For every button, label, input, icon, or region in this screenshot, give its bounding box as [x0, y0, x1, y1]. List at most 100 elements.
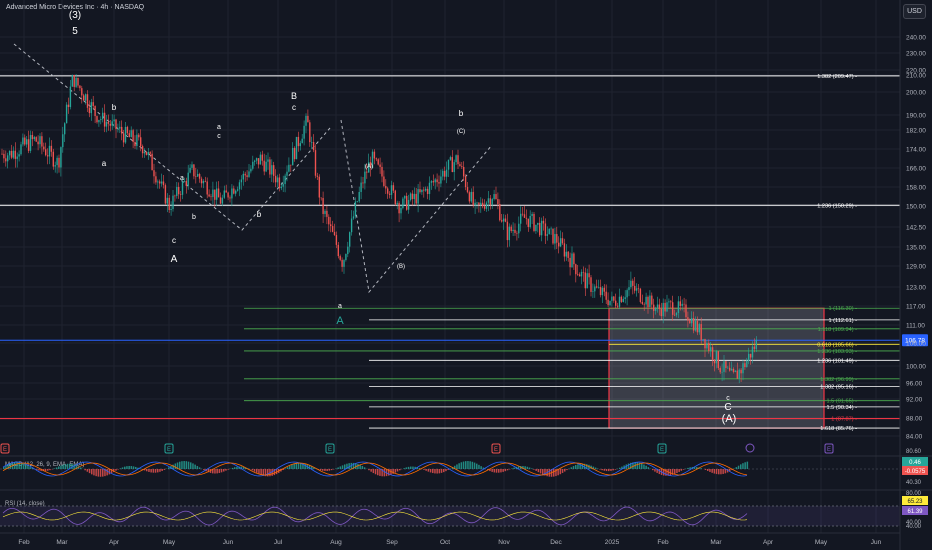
candle-body: [86, 94, 89, 108]
earnings-marker-label: E: [827, 447, 831, 453]
candle-body: [204, 180, 206, 182]
wave-label: c: [726, 395, 730, 402]
macd-hist: [14, 462, 16, 469]
candle-body: [371, 151, 374, 168]
chart-grid: [0, 0, 900, 533]
rsi-value: 61.39: [907, 509, 923, 515]
macd-hist: [55, 467, 58, 469]
macd-hist: [641, 463, 643, 469]
macd-hist: [110, 469, 113, 474]
macd-hist: [150, 469, 152, 473]
macd-hist: [476, 463, 478, 469]
macd-hist: [423, 469, 425, 470]
candle-body: [98, 120, 100, 123]
wave-label: A: [336, 315, 344, 327]
candle-body: [681, 303, 683, 306]
earnings-marker: [657, 443, 667, 454]
candle-body: [740, 369, 742, 374]
candle-body: [533, 213, 535, 231]
candle-body: [402, 198, 404, 209]
macd-hist: [344, 464, 346, 469]
candle-body: [635, 288, 638, 291]
candle-body: [231, 188, 233, 199]
macd-hist: [62, 464, 64, 469]
macd-hist: [579, 463, 581, 469]
candle-body: [126, 126, 129, 134]
macd-pane: MACD (12, 26, 9, EMA, EMA) 80.60 0.46 -0.05…: [0, 449, 932, 486]
candle-body: [187, 172, 189, 186]
candle-body: [563, 243, 566, 257]
candle-body: [349, 232, 351, 247]
candle-body: [276, 177, 279, 183]
macd-hist: [544, 469, 546, 476]
fib-label: 1.5 (90.34) -: [827, 405, 858, 411]
candle-body: [379, 164, 381, 167]
fib-label: 1.618 (85.76) -: [820, 426, 857, 432]
candle-body: [176, 186, 178, 196]
candle-body: [725, 361, 727, 369]
candle-body: [111, 121, 113, 126]
macd-hist: [262, 469, 265, 476]
candle-body: [65, 104, 68, 124]
wave-label: (A): [722, 413, 737, 425]
candle-body: [103, 112, 106, 127]
earnings-marker: [491, 443, 501, 454]
candle-body: [483, 206, 486, 209]
macd-hist: [128, 465, 130, 469]
candle-body: [350, 218, 353, 233]
macd-hist: [577, 464, 579, 469]
candle-body: [164, 185, 167, 204]
candle-body: [238, 182, 241, 190]
candle-body: [649, 295, 651, 308]
candle-body: [746, 360, 748, 368]
candle-body: [335, 235, 338, 245]
rsi-ma-value: 65.23: [907, 499, 923, 505]
candle-body: [210, 196, 212, 198]
chart-title: Advanced Micro Devices Inc · 4h · NASDAQ: [6, 4, 145, 11]
candle-body: [491, 199, 493, 205]
macd-hist: [126, 466, 128, 469]
candle-body: [67, 104, 70, 107]
candle-body: [478, 202, 480, 205]
currency-button[interactable]: USD: [903, 4, 926, 19]
candle-body: [252, 161, 254, 169]
candle-body: [409, 193, 412, 201]
candle-body: [565, 251, 567, 257]
candle-body: [738, 369, 740, 379]
macd-hist: [436, 469, 438, 474]
candle-body: [643, 303, 645, 305]
candle-body: [12, 150, 15, 158]
candle-body: [580, 271, 583, 277]
candle-body: [394, 190, 396, 205]
price-tick: 88.00: [906, 416, 923, 423]
candle-body: [539, 222, 541, 236]
macd-hist: [542, 469, 544, 475]
candle-body: [297, 136, 300, 147]
macd-hist: [355, 463, 357, 469]
candle-body: [675, 312, 678, 316]
candle-body: [525, 217, 528, 219]
candle-body: [48, 145, 51, 157]
macd-hist: [396, 469, 399, 472]
fib-label: 1.236 (101.49) -: [817, 358, 857, 364]
price-tick: 135.00: [906, 245, 926, 252]
macd-hist: [146, 469, 148, 472]
wave-label: C: [724, 402, 731, 413]
candle-body: [672, 302, 674, 315]
candle-body: [673, 314, 676, 316]
candle-body: [314, 150, 317, 176]
candle-body: [254, 160, 256, 162]
candle-body: [417, 189, 419, 204]
macd-hist: [740, 464, 742, 469]
macd-value: 0.46: [909, 460, 921, 466]
candle-body: [3, 153, 5, 159]
candle-body: [480, 202, 482, 205]
candle-body: [37, 141, 39, 145]
macd-hist: [522, 465, 524, 469]
macd-hist: [465, 461, 467, 469]
candle-body: [554, 234, 556, 244]
candle-body: [734, 370, 737, 372]
macd-hist: [198, 467, 201, 469]
